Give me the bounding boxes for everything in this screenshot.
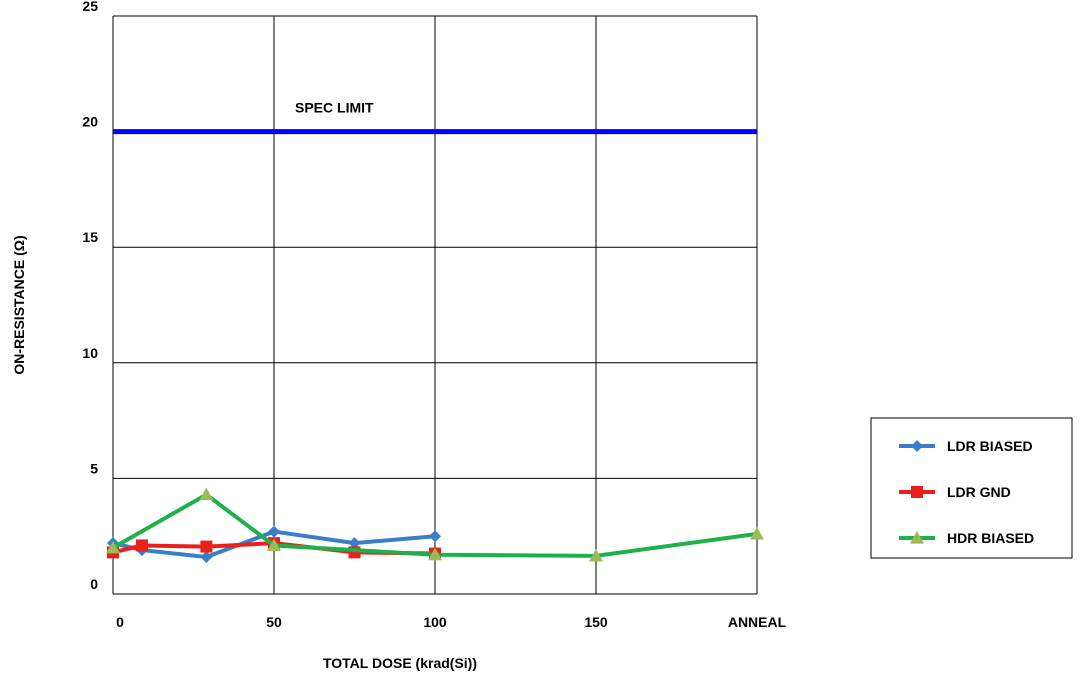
data-point-hdr-biased: [750, 526, 764, 540]
spec-limit: SPEC LIMIT: [113, 100, 757, 135]
legend: LDR BIASED LDR GND HDR BIASED: [870, 417, 1073, 559]
legend-box: [870, 417, 1073, 559]
spec-limit-label: SPEC LIMIT: [295, 100, 374, 116]
y-axis-title: ON-RESISTANCE (Ω): [11, 235, 27, 374]
x-tick-label: ANNEAL: [728, 614, 787, 630]
legend-swatch-marker: [911, 486, 923, 498]
x-tick-label: 0: [116, 614, 124, 630]
legend-label: HDR BIASED: [947, 530, 1034, 546]
series-line-hdr-biased: [112, 492, 758, 558]
legend-item-ldr-biased: LDR BIASED: [899, 438, 1033, 454]
x-axis-title: TOTAL DOSE (krad(Si)): [323, 655, 477, 671]
data-point-ldr-biased: [429, 530, 441, 543]
data-point-ldr-gnd: [200, 540, 213, 553]
grid: [112, 15, 758, 595]
data-point-hdr-biased: [199, 487, 214, 501]
legend-label: LDR BIASED: [947, 438, 1033, 454]
series-hdr-biased: [106, 487, 764, 562]
series-group: [106, 487, 764, 564]
data-point-hdr-biased: [106, 540, 120, 554]
data-point-ldr-biased: [200, 551, 213, 564]
data-point-ldr-gnd: [135, 539, 148, 552]
y-tick-label: 25: [82, 0, 98, 14]
x-tick-labels: 0 50 100 150 ANNEAL: [116, 614, 787, 630]
legend-label: LDR GND: [947, 484, 1011, 500]
data-point-ldr-biased: [268, 525, 280, 538]
x-tick-label: 100: [423, 614, 447, 630]
data-point-hdr-biased: [267, 538, 281, 552]
legend-swatch-marker: [911, 440, 923, 452]
data-point-ldr-biased: [348, 537, 361, 550]
y-tick-label: 0: [90, 576, 98, 592]
y-tick-label: 10: [82, 345, 98, 361]
legend-swatch-marker: [910, 531, 924, 544]
data-point-hdr-biased: [589, 548, 603, 562]
x-tick-label: 50: [266, 614, 282, 630]
y-tick-label: 5: [90, 460, 98, 476]
y-tick-labels: 0 5 10 15 20 25: [82, 0, 98, 592]
y-tick-label: 20: [82, 114, 98, 130]
data-point-hdr-biased: [428, 547, 442, 561]
x-tick-label: 150: [584, 614, 608, 630]
legend-item-ldr-gnd: LDR GND: [899, 484, 1011, 500]
legend-item-hdr-biased: HDR BIASED: [899, 530, 1034, 546]
y-tick-label: 15: [82, 229, 98, 245]
